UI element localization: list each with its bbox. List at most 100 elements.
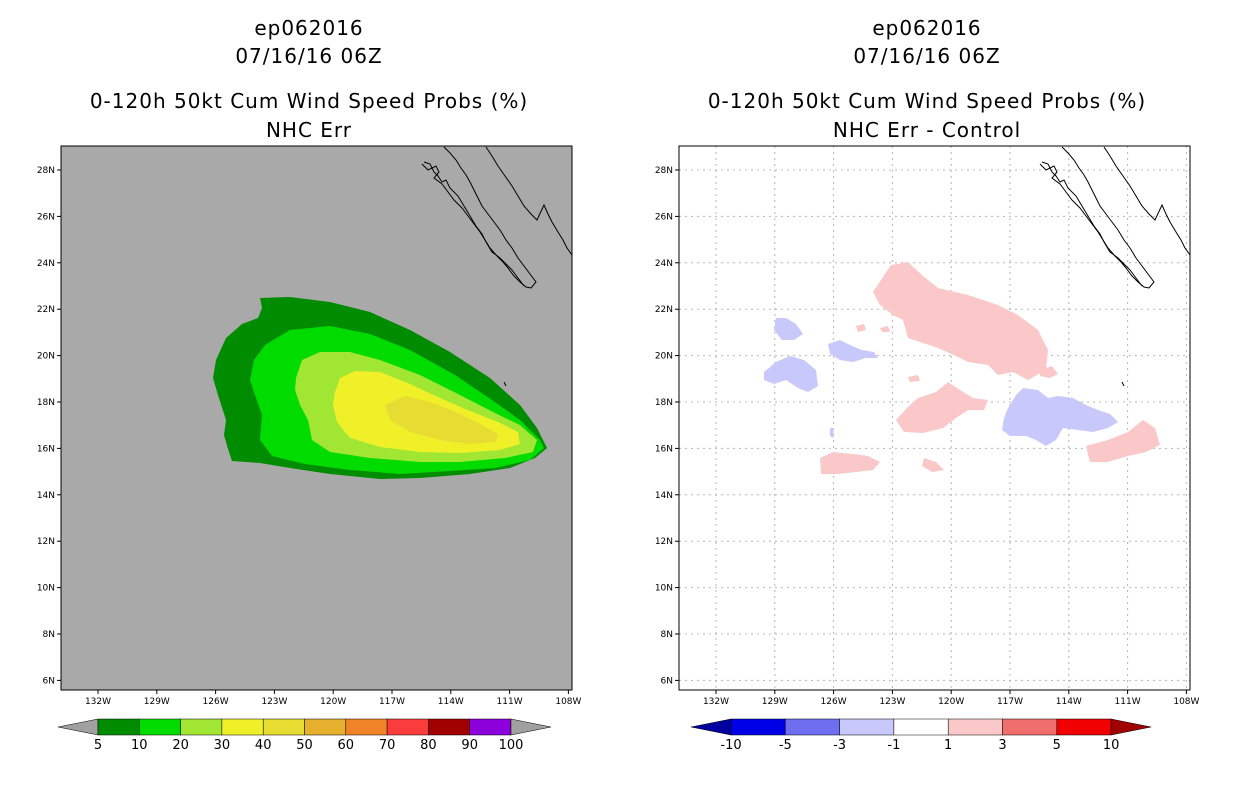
left-panel: ep062016 07/16/16 06Z 0-120h 50kt Cum Wi… — [37, 16, 582, 753]
lon-label: 129W — [144, 697, 170, 707]
colorbar-end-right — [1110, 718, 1152, 736]
lat-label: 18N — [655, 398, 673, 408]
colorbar-label: 80 — [420, 738, 437, 753]
lat-label: 12N — [655, 537, 673, 547]
lon-label: 120W — [320, 697, 346, 707]
island-socorro — [1121, 381, 1125, 387]
lat-label: 10N — [37, 584, 55, 594]
colorbar-swatch — [839, 718, 895, 736]
coastline-mainland — [1103, 146, 1191, 256]
plot-frame — [60, 145, 573, 691]
coastline-outline — [421, 146, 537, 289]
lon-label: 114W — [438, 697, 464, 707]
colorbar-swatch — [262, 718, 305, 736]
colorbar-swatch — [180, 718, 223, 736]
colorbar-swatch — [221, 718, 264, 736]
left-map: 132W 129W 126W 123W 120W 117W 114W 111W 108W 28N 2… — [37, 145, 582, 753]
colorbar-label: 1 — [944, 738, 952, 753]
coastline-mainland — [485, 146, 573, 256]
lon-label: 117W — [997, 697, 1023, 707]
lat-label: 14N — [655, 491, 673, 501]
plot-frame — [678, 145, 1191, 691]
colorbar-swatch — [730, 718, 786, 736]
right-map: 132W 129W 126W 123W 120W 117W 114W 111W 108W 28N 2… — [655, 145, 1200, 753]
lat-label: 6N — [43, 676, 55, 686]
lat-label: 12N — [37, 537, 55, 547]
lat-label: 20N — [655, 352, 673, 362]
lon-label: 120W — [938, 697, 964, 707]
lat-label: 16N — [655, 444, 673, 454]
colorbar-label: 60 — [338, 738, 355, 753]
lat-label: 16N — [37, 444, 55, 454]
colorbar-swatch — [1056, 718, 1112, 736]
island-socorro — [503, 381, 507, 387]
colorbar-label: 3 — [998, 738, 1006, 753]
colorbar-label: 40 — [255, 738, 272, 753]
lon-label: 117W — [379, 697, 405, 707]
lat-label: 24N — [37, 259, 55, 269]
colorbar-label: -5 — [779, 738, 792, 753]
diff-contour-negative — [764, 356, 818, 392]
colorbar-swatch — [947, 718, 1003, 736]
lat-label: 28N — [655, 166, 673, 176]
diff-contour-positive — [820, 452, 880, 474]
coastline-west — [1041, 161, 1143, 287]
colorbar-swatch — [428, 718, 470, 736]
colorbar-label: 90 — [461, 738, 478, 753]
colorbar-label: 5 — [1053, 738, 1061, 753]
product-title: 0-120h 50kt Cum Wind Speed Probs (%) — [707, 89, 1147, 113]
lon-label: 126W — [821, 697, 847, 707]
colorbar-end-left — [57, 718, 99, 736]
subtitle: NHC Err — [265, 118, 353, 142]
prob-contour-40 — [385, 396, 498, 444]
diff-contour-positive — [873, 262, 1048, 380]
colorbar: -10 -5 -3 -1 1 3 5 10 — [690, 718, 1152, 753]
diff-contour-negative — [830, 428, 834, 438]
colorbar-end-right — [510, 718, 552, 736]
colorbar-label: 5 — [94, 738, 102, 753]
colorbar-swatch — [893, 718, 949, 736]
colorbar-swatch — [469, 718, 512, 736]
lat-label: 28N — [37, 166, 55, 176]
storm-id: ep062016 — [254, 16, 364, 40]
diff-contour-positive — [1086, 420, 1160, 462]
axes: 132W 129W 126W 123W 120W 117W 114W 111W 108W 28N 2… — [37, 166, 582, 707]
diff-contour-negative — [1002, 388, 1118, 446]
colorbar-swatch — [386, 718, 429, 736]
colorbar-swatch — [97, 718, 140, 736]
lon-label: 123W — [261, 697, 287, 707]
lat-label: 26N — [655, 212, 673, 222]
lon-label: 132W — [85, 697, 111, 707]
lon-label: 111W — [1115, 697, 1141, 707]
datetime: 07/16/16 06Z — [235, 44, 383, 68]
lon-label: 108W — [1173, 697, 1199, 707]
colorbar-label: -1 — [887, 738, 900, 753]
lon-label: 123W — [879, 697, 905, 707]
lon-label: 132W — [703, 697, 729, 707]
colorbar-label: 10 — [1103, 738, 1120, 753]
lat-label: 22N — [37, 305, 55, 315]
lon-label: 114W — [1056, 697, 1082, 707]
right-panel: ep062016 07/16/16 06Z 0-120h 50kt Cum Wi… — [618, 0, 1236, 800]
colorbar-end-left — [690, 718, 732, 736]
coastline-west — [423, 161, 525, 287]
lat-label: 10N — [655, 584, 673, 594]
colorbar-swatch — [304, 718, 347, 736]
colorbar-label: 100 — [499, 738, 524, 753]
lat-label: 8N — [43, 630, 55, 640]
diff-contour-negative — [828, 340, 878, 362]
diff-contour-positive — [896, 382, 988, 433]
colorbar-label: 20 — [172, 738, 189, 753]
axes: 132W 129W 126W 123W 120W 117W 114W 111W 108W 28N 2… — [655, 166, 1200, 707]
colorbar-label: -10 — [720, 738, 741, 753]
colorbar-label: 50 — [296, 738, 313, 753]
diff-contour-positive — [922, 458, 944, 472]
product-title: 0-120h 50kt Cum Wind Speed Probs (%) — [89, 89, 529, 113]
colorbar-swatch — [1002, 718, 1058, 736]
subtitle: NHC Err - Control — [832, 118, 1022, 142]
colorbar-swatch — [345, 718, 388, 736]
lat-label: 14N — [37, 491, 55, 501]
lat-label: 6N — [661, 676, 673, 686]
colorbar: 5 10 20 30 40 50 60 70 80 90 100 — [57, 718, 552, 753]
colorbar-label: 30 — [214, 738, 231, 753]
